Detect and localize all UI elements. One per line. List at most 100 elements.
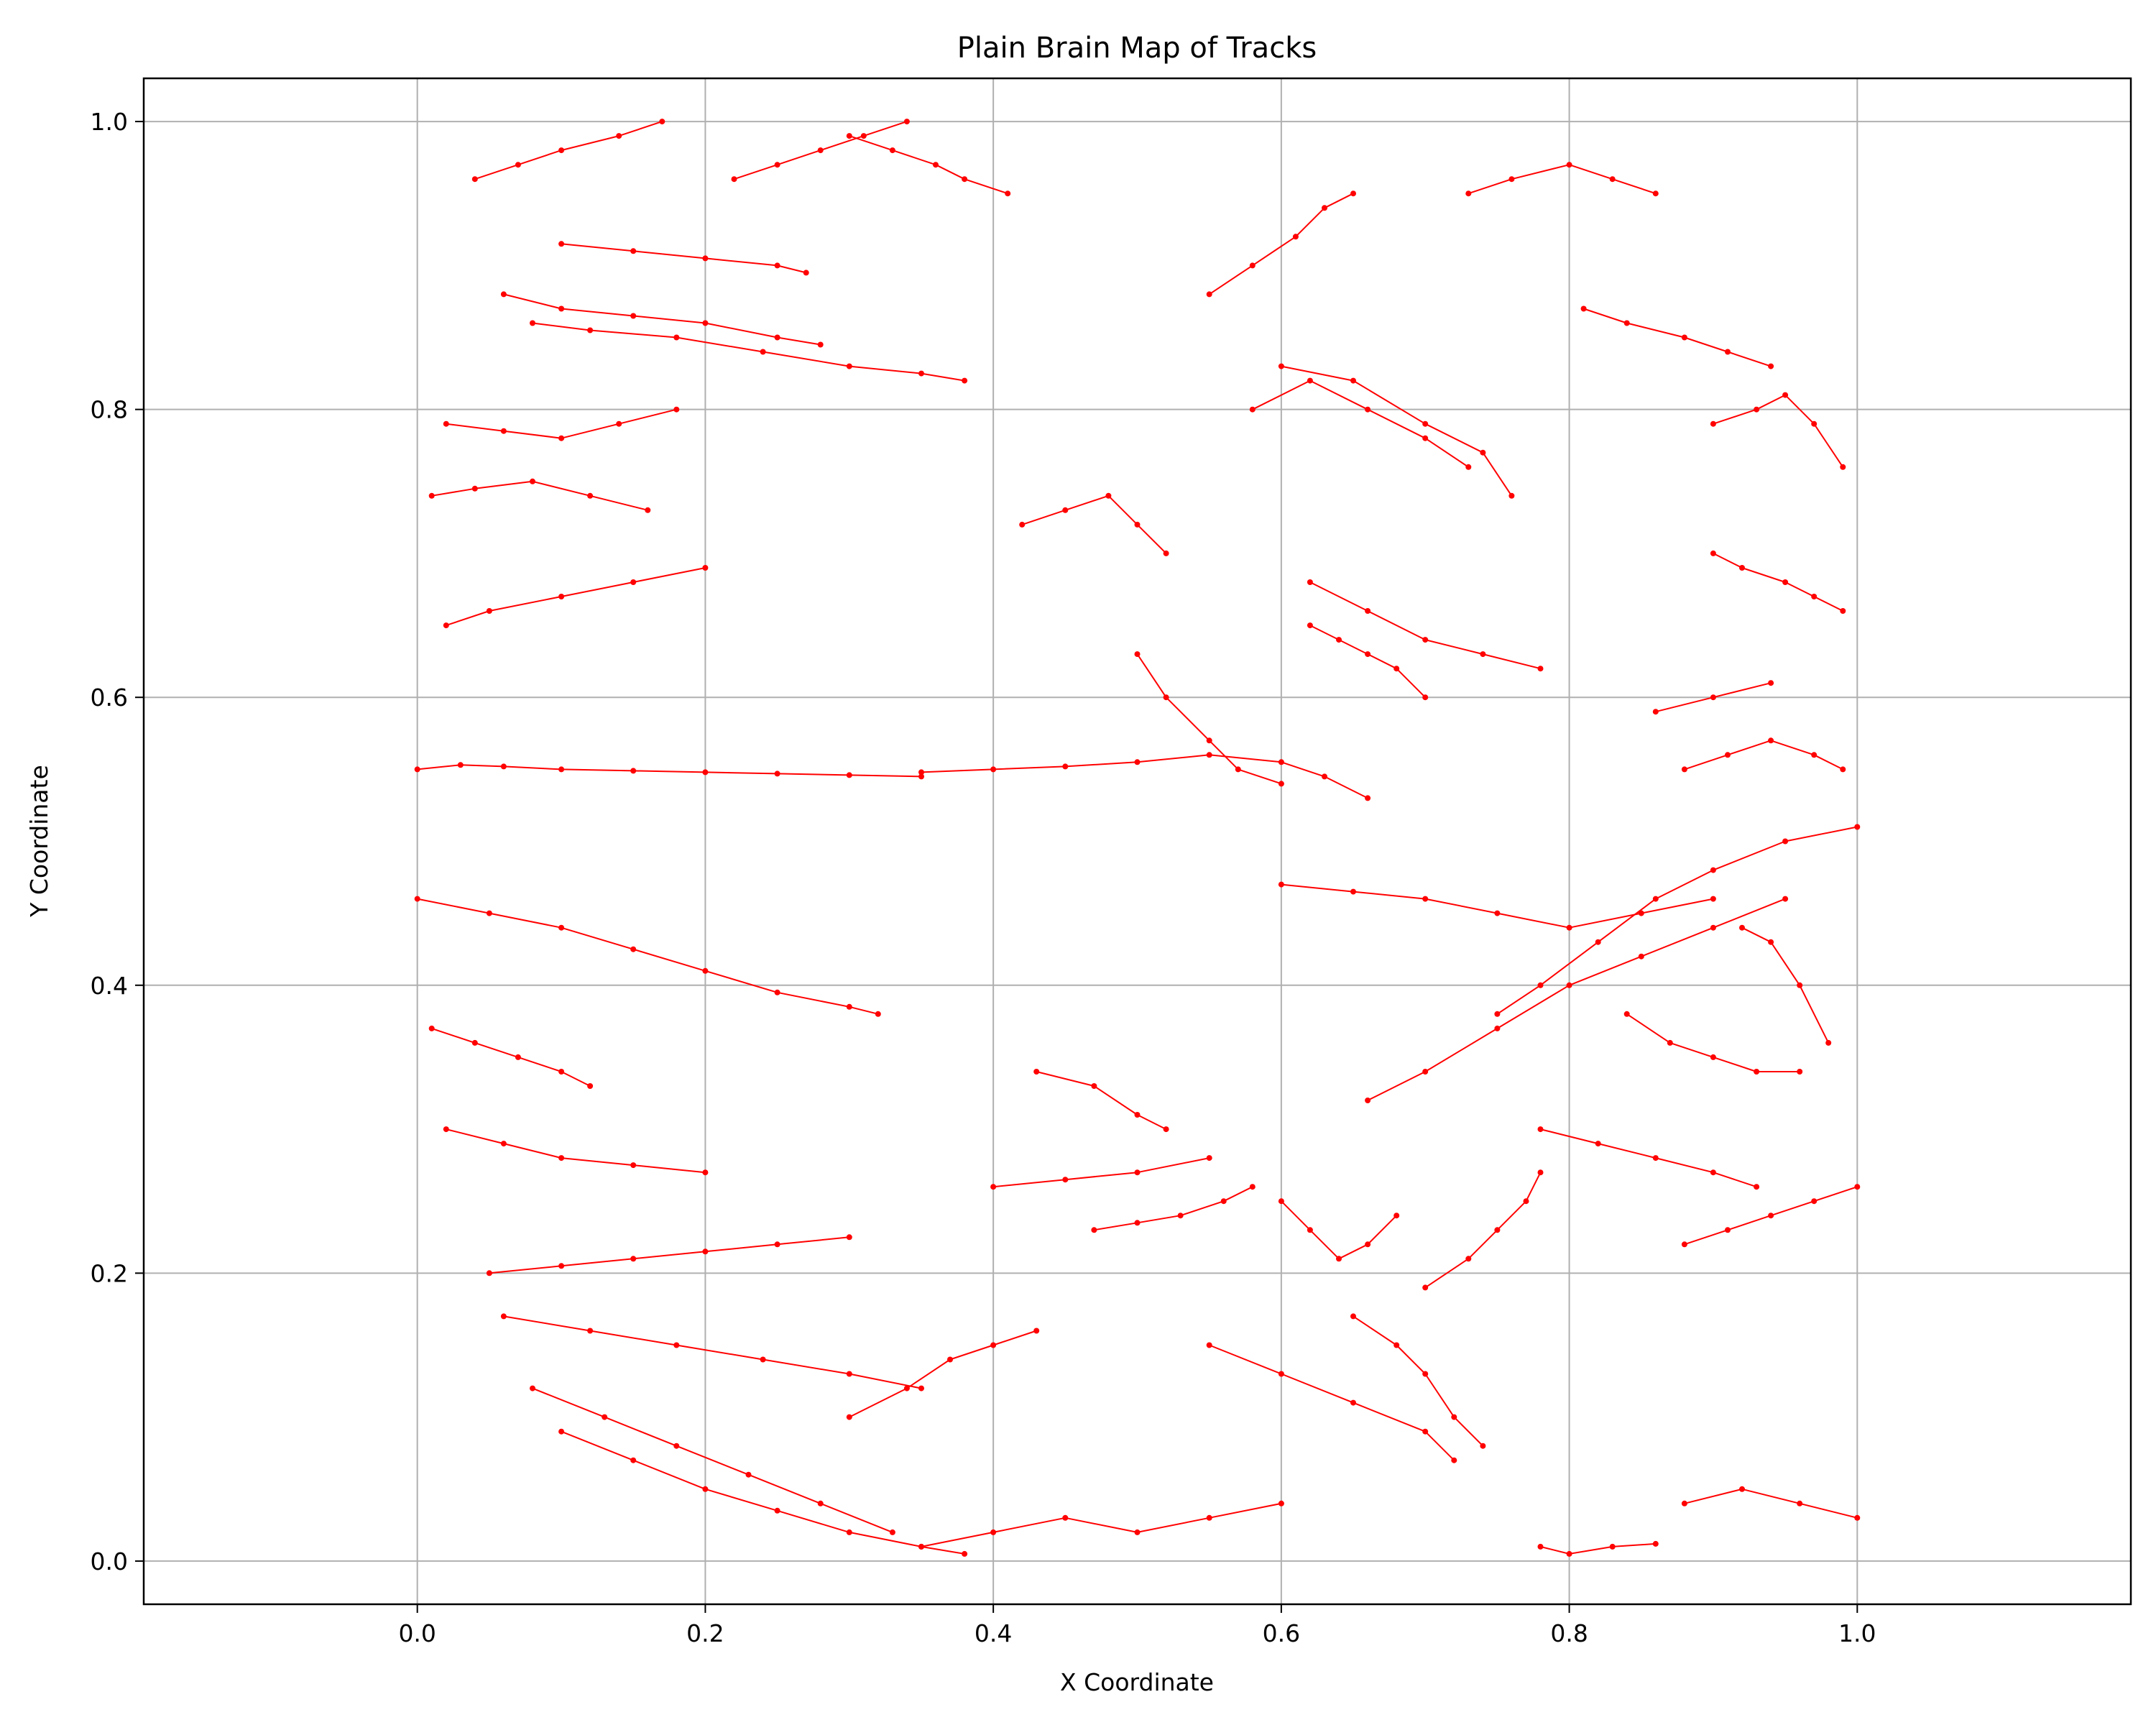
track-point: [1249, 1184, 1256, 1190]
track-point: [1177, 1213, 1184, 1219]
track-point: [1235, 766, 1241, 773]
track-line: [489, 1236, 849, 1274]
track-line: [993, 1157, 1210, 1188]
track-point: [990, 1529, 997, 1535]
track-point: [1480, 1443, 1486, 1449]
y-axis-label: Y Coordinate: [25, 765, 53, 918]
track-point: [1465, 464, 1472, 470]
track-point: [1206, 1155, 1212, 1162]
track-point: [1278, 363, 1284, 369]
track-point: [745, 1471, 752, 1478]
track-point: [1537, 666, 1544, 672]
track-series: [1307, 622, 1429, 701]
track-point: [1754, 406, 1760, 413]
track-point: [1365, 651, 1371, 658]
track-point: [702, 1486, 709, 1492]
track-point: [1811, 1198, 1818, 1205]
track-point: [1163, 1126, 1169, 1133]
track-point: [1292, 234, 1299, 240]
track-point: [1206, 737, 1212, 744]
y-axis-ticks: 0.0 0.2 0.4 0.6 0.8 1.0: [91, 108, 144, 1576]
track-point: [530, 478, 535, 484]
track-series: [1091, 1184, 1256, 1233]
track-point: [1422, 420, 1429, 427]
track-point: [486, 910, 492, 916]
track-point: [1725, 1227, 1731, 1233]
track-point: [702, 1248, 709, 1255]
track-line: [921, 754, 1368, 799]
track-point: [702, 320, 709, 326]
track-point: [1220, 1198, 1227, 1205]
track-series: [428, 1025, 594, 1089]
track-line: [1540, 1542, 1656, 1555]
track-point: [558, 305, 565, 312]
track-point: [1811, 420, 1818, 427]
track-point: [1566, 1550, 1572, 1557]
track-point: [1537, 1543, 1544, 1550]
track-point: [616, 133, 622, 139]
track-point: [1595, 939, 1601, 945]
track-point: [1667, 1039, 1673, 1046]
track-point: [1782, 838, 1789, 845]
track-line: [1036, 1071, 1167, 1130]
track-line: [446, 1128, 706, 1174]
track-point: [903, 1385, 910, 1392]
y-tick-label: 0.8: [91, 396, 128, 424]
track-point: [1710, 896, 1716, 902]
track-series: [1739, 924, 1832, 1046]
y-tick-label: 0.2: [91, 1259, 128, 1287]
track-point: [1422, 1069, 1429, 1075]
track-point: [1365, 795, 1371, 801]
track-point: [558, 147, 565, 154]
x-tick-label: 0.4: [975, 1619, 1012, 1647]
track-point: [1638, 953, 1644, 960]
track-point: [1422, 435, 1429, 441]
track-point: [1091, 1083, 1097, 1089]
track-point: [1739, 565, 1745, 571]
track-line: [1309, 625, 1426, 698]
track-point: [1134, 651, 1141, 658]
track-series: [1494, 824, 1861, 1017]
track-point: [1840, 766, 1846, 773]
track-series: [1134, 651, 1284, 787]
track-point: [428, 1025, 435, 1031]
track-point: [1365, 1098, 1371, 1103]
track-point: [471, 176, 478, 183]
track-point: [918, 773, 924, 780]
track-point: [774, 162, 780, 168]
track-point: [1005, 190, 1011, 197]
track-series: [500, 291, 824, 348]
track-point: [1768, 1213, 1774, 1219]
track-point: [702, 1169, 709, 1176]
track-point: [673, 1443, 680, 1449]
track-point: [471, 1039, 478, 1046]
track-point: [1782, 896, 1789, 902]
track-point: [760, 349, 766, 355]
track-point: [903, 119, 910, 125]
track-point: [1206, 752, 1212, 758]
track-point: [1725, 752, 1731, 758]
track-series: [1681, 1184, 1861, 1248]
x-axis-label: X Coordinate: [1060, 1668, 1214, 1696]
track-series: [1580, 305, 1774, 369]
track-point: [846, 1003, 852, 1010]
track-point: [1739, 924, 1745, 931]
track-point: [1422, 637, 1429, 643]
track-point: [1681, 334, 1687, 341]
track-series: [443, 565, 709, 629]
track-line: [1309, 581, 1541, 670]
track-point: [630, 313, 637, 319]
track-point: [1451, 1414, 1457, 1420]
track-point: [659, 119, 665, 125]
track-point: [918, 769, 924, 776]
track-point: [1797, 1069, 1803, 1075]
x-tick-label: 1.0: [1838, 1619, 1876, 1647]
track-point: [803, 270, 809, 276]
track-point: [962, 176, 968, 183]
track-point: [1652, 1155, 1659, 1162]
track-point: [1278, 781, 1284, 787]
x-tick-label: 0.0: [398, 1619, 436, 1647]
track-point: [1422, 896, 1429, 902]
track-point: [875, 1011, 881, 1017]
track-series: [731, 119, 910, 183]
